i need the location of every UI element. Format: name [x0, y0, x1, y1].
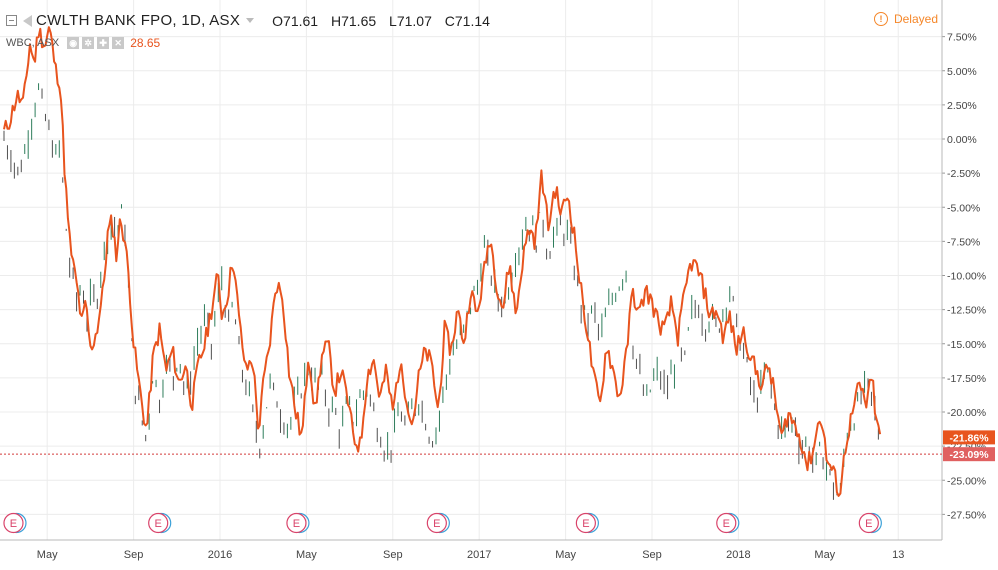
main-series-line: [3, 26, 882, 497]
y-axis-tick-label: 2.50%: [947, 100, 977, 112]
collapse-legend-icon[interactable]: [6, 15, 17, 26]
y-axis-tick-label: -2.50%: [947, 168, 980, 180]
earnings-marker-label: E: [582, 518, 589, 530]
y-axis-tick-label: -7.50%: [947, 236, 980, 248]
x-axis-tick-label: 13: [892, 549, 904, 561]
compare-symbol-label[interactable]: WBC, ASX: [6, 37, 60, 49]
x-axis-tick-label: 2016: [208, 549, 232, 561]
ohlc-values: O71.61 H71.65 L71.07 C71.14: [272, 13, 499, 29]
main-symbol-legend: CWLTH BANK FPO, 1D, ASX O71.61 H71.65 L7…: [6, 12, 499, 29]
price-badge-label: -23.09%: [949, 449, 989, 461]
more-options-icon[interactable]: ✚: [97, 37, 110, 49]
x-axis-tick-label: May: [814, 549, 835, 561]
price-badge-label: -21.86%: [949, 432, 989, 444]
y-axis-tick-label: -20.00%: [947, 407, 986, 419]
y-axis-tick-label: -17.50%: [947, 373, 986, 385]
earnings-marker[interactable]: [148, 512, 169, 534]
delayed-label: Delayed: [893, 12, 938, 26]
earnings-marker-label: E: [293, 518, 300, 530]
price-badge: [943, 447, 995, 462]
earnings-marker-label: E: [723, 518, 730, 530]
x-axis-tick-label: May: [555, 549, 576, 561]
earnings-marker[interactable]: [858, 512, 879, 534]
compare-symbol-legend: WBC, ASX ◉ ✲ ✚ ✕ 28.65: [6, 36, 160, 50]
x-axis-tick-label: May: [296, 549, 317, 561]
earnings-marker-label: E: [155, 518, 162, 530]
x-axis-tick-label: 2018: [726, 549, 750, 561]
settings-gear-icon[interactable]: ✲: [82, 37, 95, 49]
earnings-marker[interactable]: [286, 512, 307, 534]
y-axis-tick-label: -25.00%: [947, 475, 986, 487]
open-value: O71.61: [272, 12, 319, 29]
info-icon: !: [873, 12, 888, 26]
back-arrow-icon: [23, 14, 32, 27]
earnings-marker[interactable]: [426, 512, 447, 534]
earnings-marker-label: E: [10, 518, 17, 530]
y-axis-tick-label: 7.50%: [947, 32, 977, 44]
y-axis-tick-label: -15.00%: [947, 339, 986, 351]
x-axis-tick-label: Sep: [383, 549, 403, 561]
x-axis-tick-label: 2017: [467, 549, 491, 561]
earnings-marker-label: E: [865, 518, 872, 530]
delayed-indicator[interactable]: ! Delayed: [873, 12, 938, 26]
earnings-marker-label: E: [433, 518, 440, 530]
earnings-marker[interactable]: [716, 512, 737, 534]
low-value: L71.07: [389, 12, 432, 29]
close-icon[interactable]: ✕: [112, 37, 125, 49]
earnings-marker[interactable]: [3, 512, 24, 534]
x-axis-tick-label: May: [37, 549, 58, 561]
y-axis-tick-label: -12.50%: [947, 305, 986, 317]
y-axis-tick-label: 5.00%: [947, 66, 977, 78]
compare-last-value: 28.65: [130, 36, 161, 50]
y-axis-tick-label: -10.00%: [947, 271, 986, 283]
x-axis-tick-label: Sep: [642, 549, 662, 561]
y-axis-tick-label: 0.00%: [947, 134, 977, 146]
earnings-marker[interactable]: [575, 512, 596, 534]
close-value: C71.14: [444, 12, 490, 29]
visibility-eye-icon[interactable]: ◉: [67, 37, 80, 49]
x-axis-tick-label: Sep: [124, 549, 144, 561]
y-axis-tick-label: -27.50%: [947, 509, 986, 521]
price-badge: [943, 430, 995, 445]
symbol-title[interactable]: CWLTH BANK FPO, 1D, ASX: [36, 12, 241, 29]
high-value: H71.65: [331, 12, 377, 29]
y-axis-tick-label: -5.00%: [947, 202, 980, 214]
chevron-down-icon[interactable]: [246, 18, 255, 23]
